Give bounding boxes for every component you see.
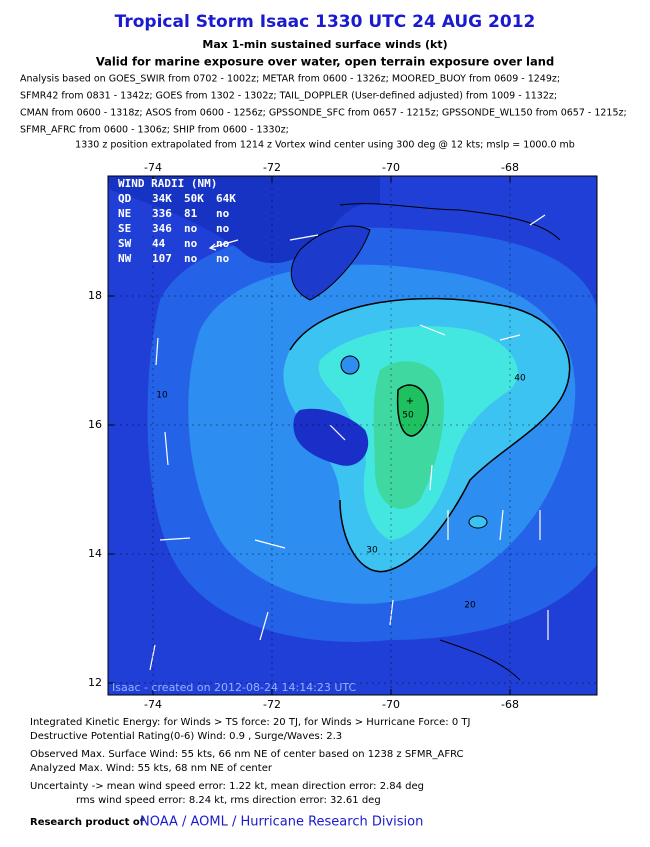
contour-label: 30 — [366, 546, 378, 556]
radii-cell: no — [184, 252, 198, 265]
analysis-line: SFMR42 from 0831 - 1342z; GOES from 1302… — [20, 91, 557, 102]
footer: Integrated Kinetic Energy: for Winds > T… — [30, 717, 470, 806]
contour-label: 20 — [464, 601, 476, 611]
organization[interactable]: NOAA / AOML / Hurricane Research Divisio… — [140, 815, 423, 830]
footer-line: Observed Max. Surface Wind: 55 kts, 66 n… — [30, 749, 464, 760]
radii-title: WIND RADII (NM) — [118, 177, 217, 190]
analysis-line: SFMR_AFRC from 0600 - 1306z; SHIP from 0… — [20, 125, 289, 136]
radii-cell: no — [216, 237, 230, 250]
lat-label: 12 — [88, 676, 102, 689]
center-mark: + — [406, 396, 414, 407]
radii-cell: NE — [118, 207, 131, 220]
map-frame — [107, 175, 598, 696]
lon-label: -72 — [263, 698, 281, 711]
credit: Isaac - created on 2012-08-24 14:14:23 U… — [112, 681, 357, 694]
lat-label: 18 — [88, 289, 102, 302]
wind-field — [108, 176, 597, 695]
footer-line: rms wind speed error: 8.24 kt, rms direc… — [76, 795, 381, 806]
analysis-line: CMAN from 0600 - 1318z; ASOS from 0600 -… — [20, 108, 627, 119]
radii-cell: SW — [118, 237, 132, 250]
radii-header: 50K — [184, 192, 204, 205]
radii-header: 34K — [152, 192, 172, 205]
contour-label: 50 — [402, 411, 414, 421]
radii-cell: 44 — [152, 237, 166, 250]
radii-cell: 346 — [152, 222, 172, 235]
lon-label: -72 — [263, 161, 281, 174]
footer-line: Destructive Potential Rating(0-6) Wind: … — [30, 731, 342, 742]
subtitle: Max 1-min sustained surface winds (kt) — [202, 38, 447, 51]
analysis-line: Analysis based on GOES_SWIR from 0702 - … — [20, 74, 560, 85]
radii-cell: NW — [118, 252, 132, 265]
lon-label: -70 — [382, 698, 400, 711]
lon-label: -74 — [144, 161, 162, 174]
radii-header: 64K — [216, 192, 236, 205]
radii-cell: no — [216, 207, 230, 220]
radii-header: QD — [118, 192, 132, 205]
lon-label: -68 — [501, 698, 519, 711]
footer-line: Integrated Kinetic Energy: for Winds > T… — [30, 717, 470, 728]
radii-cell: no — [184, 222, 198, 235]
map: -74 -74 -72 -72 -70 -70 -68 -68 18 16 14 12 10 20 30 40… — [88, 161, 597, 711]
radii-cell: no — [216, 222, 230, 235]
footer-line: Uncertainty -> mean wind speed error: 1.… — [30, 781, 424, 792]
radii-cell: SE — [118, 222, 131, 235]
lat-label: 14 — [88, 547, 102, 560]
radii-cell: no — [184, 237, 198, 250]
radii-cell: 336 — [152, 207, 172, 220]
lat-label: 16 — [88, 418, 102, 431]
lon-label: -68 — [501, 161, 519, 174]
lon-label: -70 — [382, 161, 400, 174]
position-note: 1330 z position extrapolated from 1214 z… — [75, 140, 575, 151]
footer-line: Analyzed Max. Wind: 55 kts, 68 nm NE of … — [30, 763, 273, 774]
radii-cell: no — [216, 252, 230, 265]
exposure: Valid for marine exposure over water, op… — [96, 55, 554, 69]
product-label: Research product of — [30, 817, 145, 828]
analysis-notes: Analysis based on GOES_SWIR from 0702 - … — [20, 74, 627, 136]
contour-label: 10 — [156, 391, 168, 401]
radii-cell: 81 — [184, 207, 198, 220]
lon-label: -74 — [144, 698, 162, 711]
radii-cell: 107 — [152, 252, 172, 265]
title: Tropical Storm Isaac 1330 UTC 24 AUG 201… — [115, 12, 536, 32]
contour-label: 40 — [514, 374, 526, 384]
